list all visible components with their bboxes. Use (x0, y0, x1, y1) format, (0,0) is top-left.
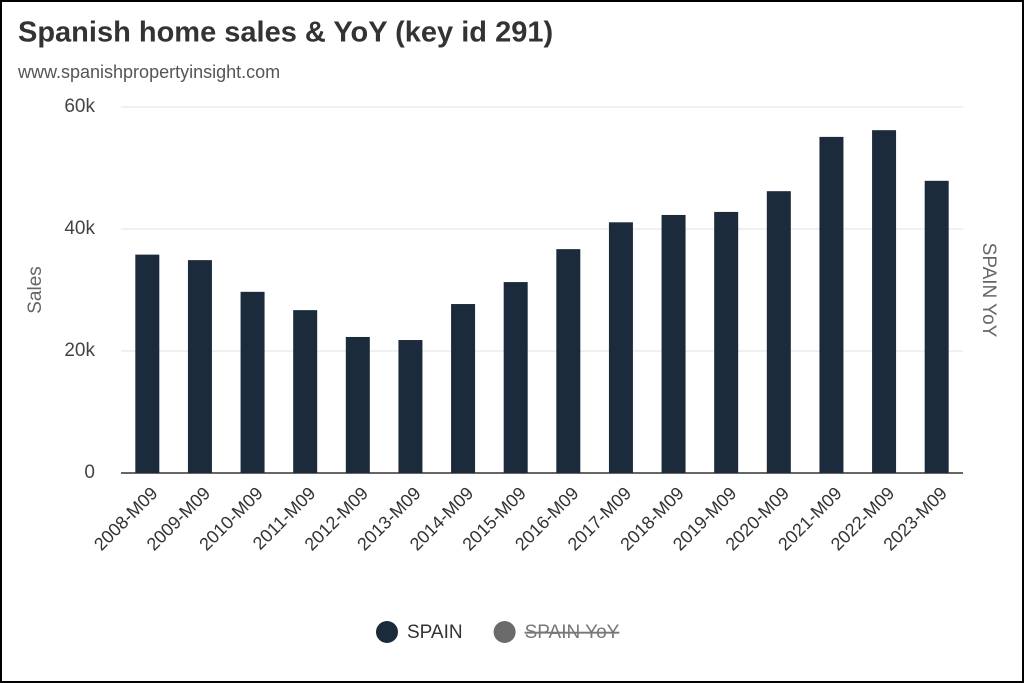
bar (556, 249, 581, 473)
legend-swatch (376, 621, 398, 643)
bar (872, 130, 897, 473)
legend-item: SPAIN YoY (493, 621, 620, 643)
bar (661, 214, 686, 473)
bar (187, 260, 212, 473)
bar (714, 211, 739, 474)
y2-axis-label: SPAIN YoY (978, 243, 999, 338)
y-tick-label: 60k (64, 96, 95, 117)
bar (398, 340, 423, 473)
bar (451, 304, 476, 473)
legend-label: SPAIN YoY (525, 622, 620, 643)
bar (135, 254, 160, 473)
bar (503, 282, 528, 473)
bar (766, 191, 791, 473)
y-tick-label: 0 (84, 462, 95, 483)
legend-item: SPAIN (376, 621, 463, 643)
legend-swatch (493, 621, 516, 643)
bar (293, 310, 318, 473)
y-axis-label: Sales (25, 266, 46, 314)
chart-title: Spanish home sales & YoY (key id 291) (18, 17, 553, 49)
legend-label: SPAIN (407, 622, 463, 643)
y-tick-label: 20k (64, 340, 95, 361)
bar (608, 222, 633, 473)
bar (345, 336, 370, 473)
bar (819, 136, 844, 473)
y-tick-label: 40k (64, 218, 95, 239)
bar (924, 180, 949, 473)
bar (240, 291, 265, 473)
chart-subtitle: www.spanishpropertyinsight.com (17, 62, 280, 82)
